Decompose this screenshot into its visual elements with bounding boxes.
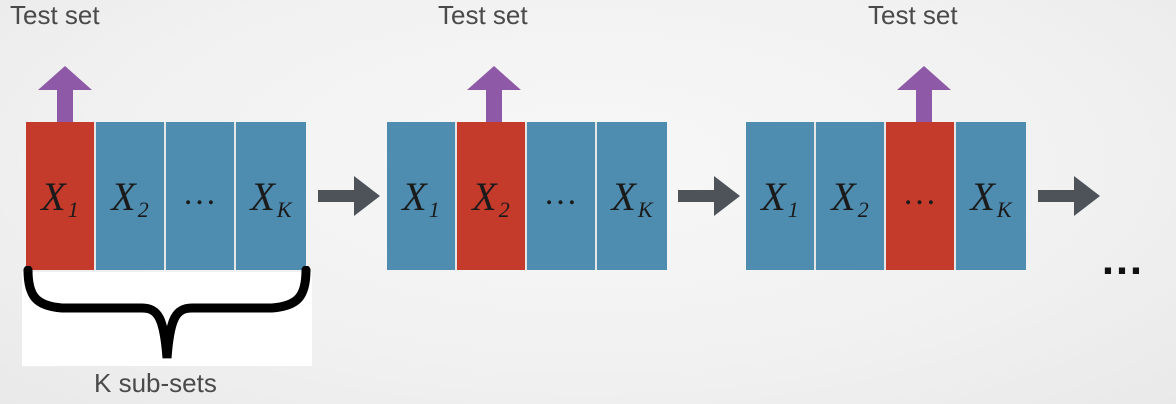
subset-variable: X — [611, 173, 636, 219]
subset-subscript: 2 — [498, 197, 510, 222]
fold-3-subsets: X 1 X 2… X K — [746, 122, 1026, 270]
subset-variable: X — [111, 173, 136, 219]
subset-variable: X — [970, 173, 995, 219]
test-subset-cell: … — [886, 122, 956, 270]
test-set-label-fold-1: Test set — [10, 0, 100, 30]
up-arrow-icon — [897, 66, 951, 122]
next-fold-arrow-icon — [1038, 176, 1100, 216]
subset-subscript: 1 — [67, 197, 79, 222]
subset-variable: … — [182, 175, 218, 212]
subset-variable: X — [402, 173, 427, 219]
test-set-label-fold-2: Test set — [438, 0, 528, 30]
subset-subscript: K — [276, 197, 292, 222]
subset-variable: X — [761, 173, 786, 219]
train-subset-cell: … — [527, 122, 597, 270]
subset-subscript: 2 — [137, 197, 149, 222]
subset-subscript: 2 — [857, 197, 869, 222]
k-subsets-label: K sub-sets — [94, 368, 217, 398]
curly-brace-icon — [23, 266, 311, 359]
subset-variable: … — [543, 175, 579, 212]
train-subset-cell: … — [166, 122, 236, 270]
test-set-label-fold-3: Test set — [868, 0, 958, 30]
fold-2-subsets: X 1 X 2… X K — [387, 122, 667, 270]
subset-variable: X — [41, 173, 66, 219]
next-fold-arrow-icon — [318, 176, 380, 216]
continuation-ellipsis: … — [1100, 235, 1148, 284]
subset-variable: X — [250, 173, 275, 219]
subset-subscript: 1 — [428, 197, 440, 222]
subset-subscript: 1 — [787, 197, 799, 222]
subset-variable: X — [831, 173, 856, 219]
next-fold-arrow-icon — [678, 176, 740, 216]
subset-variable: … — [902, 175, 938, 212]
subset-subscript: K — [996, 197, 1012, 222]
fold-1-subsets: X 1 X 2… X K — [26, 122, 306, 270]
subset-subscript: K — [637, 197, 653, 222]
up-arrow-icon — [467, 66, 521, 122]
subset-variable: X — [472, 173, 497, 219]
up-arrow-icon — [38, 66, 92, 122]
